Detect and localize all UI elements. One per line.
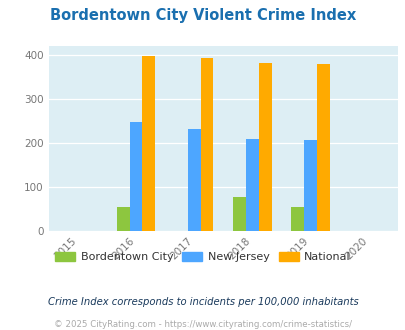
Bar: [303, 140, 316, 231]
Text: © 2025 CityRating.com - https://www.cityrating.com/crime-statistics/: © 2025 CityRating.com - https://www.city…: [54, 320, 351, 329]
Bar: [188, 129, 200, 231]
Text: Bordentown City Violent Crime Index: Bordentown City Violent Crime Index: [50, 8, 355, 23]
Bar: [258, 63, 271, 231]
Bar: [142, 56, 155, 231]
Bar: [129, 122, 142, 231]
Bar: [245, 139, 258, 231]
Bar: [316, 64, 329, 231]
Bar: [117, 207, 129, 231]
Bar: [291, 207, 303, 231]
Text: Crime Index corresponds to incidents per 100,000 inhabitants: Crime Index corresponds to incidents per…: [47, 297, 358, 307]
Bar: [200, 58, 213, 231]
Legend: Bordentown City, New Jersey, National: Bordentown City, New Jersey, National: [51, 248, 354, 267]
Bar: [232, 197, 245, 231]
